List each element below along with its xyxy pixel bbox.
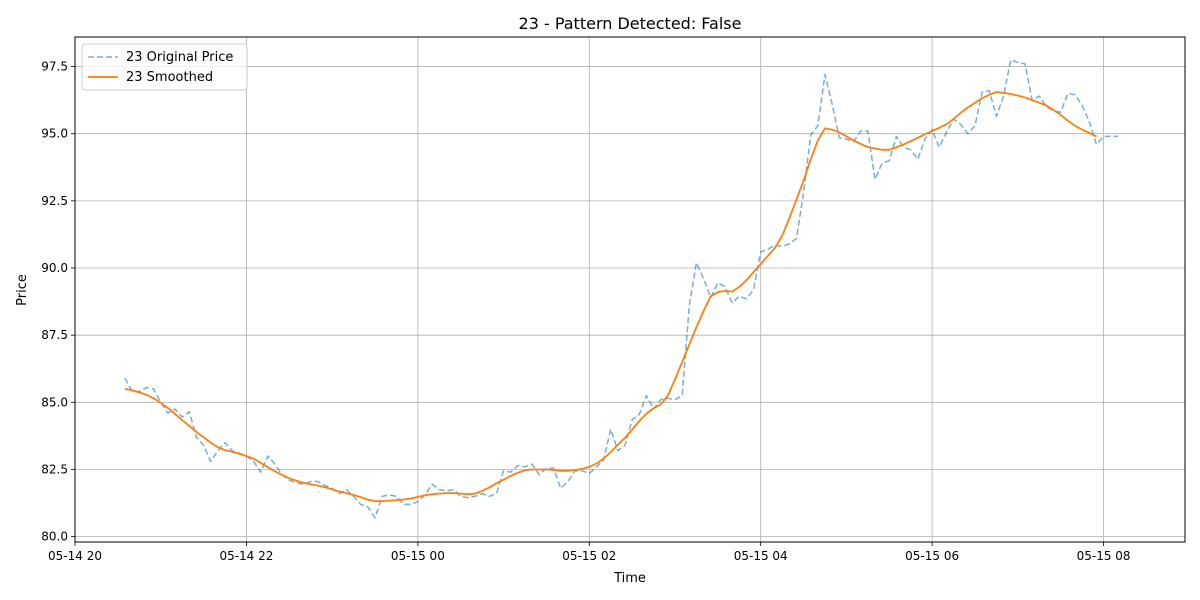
x-tick-label: 05-15 00 (391, 549, 445, 563)
y-tick-label: 80.0 (41, 530, 68, 544)
x-tick-label: 05-15 04 (734, 549, 788, 563)
y-tick-label: 97.5 (41, 60, 68, 74)
y-tick-label: 85.0 (41, 395, 68, 409)
y-axis-label: Price (15, 274, 30, 306)
x-tick-label: 05-15 06 (905, 549, 959, 563)
legend-box (81, 43, 248, 91)
legend-label-original: 23 Original Price (126, 50, 233, 65)
x-tick-label: 05-15 02 (562, 549, 616, 563)
y-tick-label: 90.0 (41, 261, 68, 275)
y-tick-label: 92.5 (41, 194, 68, 208)
series-layer (124, 59, 1118, 519)
series-original-price-line (124, 59, 1118, 519)
y-tick-label: 95.0 (41, 127, 68, 141)
y-tick-label: 82.5 (41, 462, 68, 476)
y-tick-label: 87.5 (41, 328, 68, 342)
legend-label-smoothed: 23 Smoothed (126, 70, 213, 85)
x-tick-label: 05-14 22 (219, 549, 273, 563)
x-axis-label: Time (613, 571, 646, 586)
x-tick-label: 05-15 08 (1077, 549, 1131, 563)
chart-title: 23 - Pattern Detected: False (519, 14, 742, 33)
legend: 23 Original Price 23 Smoothed (81, 43, 248, 91)
grid (74, 37, 1185, 542)
plot-frame (74, 36, 1186, 543)
ticks: 05-14 20 05-14 22 05-15 00 05-15 02 05-15 04… (41, 60, 1130, 563)
series-smoothed-line (124, 91, 1097, 503)
x-tick-label: 05-14 20 (48, 549, 102, 563)
